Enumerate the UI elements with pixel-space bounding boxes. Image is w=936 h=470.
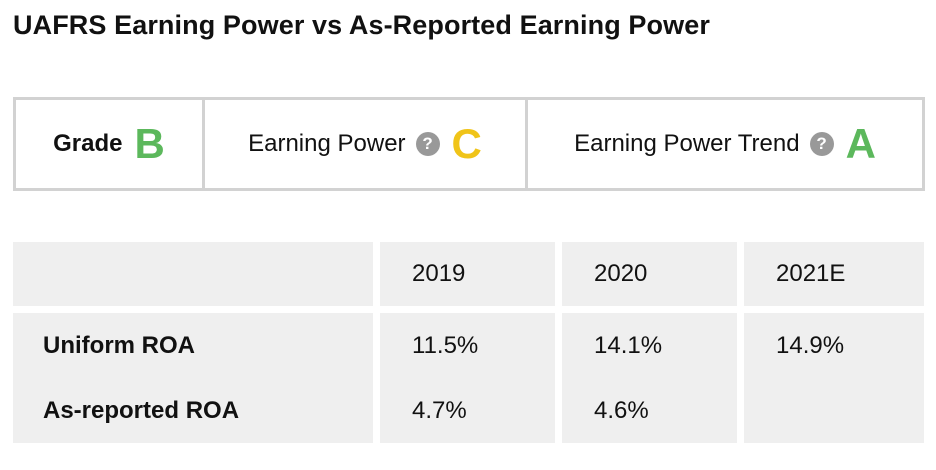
page-title: UAFRS Earning Power vs As-Reported Earni… — [13, 10, 710, 40]
grade-summary: Grade B Earning Power ? C Earning Power … — [13, 97, 925, 191]
overall-grade-label: Grade — [53, 130, 123, 157]
table-header-cell — [13, 242, 373, 306]
earning-power-trend-grade-letter: A — [845, 120, 876, 167]
earning-power-label: Earning Power — [248, 130, 406, 157]
year-2019-cell: 11.5% 4.7% — [380, 313, 555, 443]
table-value: 4.6% — [594, 397, 649, 424]
roa-table: 2019 2020 2021E Uniform ROA As-reported … — [13, 242, 924, 443]
earning-power-trend-label: Earning Power Trend — [574, 130, 800, 157]
year-2020-cell: 14.1% 4.6% — [562, 313, 737, 443]
table-value: 4.7% — [412, 397, 467, 424]
table-header-cell: 2021E — [744, 242, 924, 306]
earning-power-cell: Earning Power ? C — [205, 100, 528, 188]
row-label: As-reported ROA — [43, 397, 240, 424]
row-label: Uniform ROA — [43, 332, 195, 359]
table-value — [776, 379, 924, 443]
table-header-cell: 2019 — [380, 242, 555, 306]
overall-grade-cell: Grade B — [16, 100, 205, 188]
row-labels-cell: Uniform ROA As-reported ROA — [13, 313, 373, 443]
table-value: 14.1% — [594, 332, 663, 359]
earning-power-grade-letter: C — [451, 120, 482, 167]
overall-grade-letter: B — [134, 120, 165, 167]
table-value: 11.5% — [412, 332, 479, 359]
table-value: 14.9% — [776, 332, 845, 359]
year-2021e-cell: 14.9% — [744, 313, 924, 443]
help-icon[interactable]: ? — [809, 132, 834, 156]
earning-power-trend-cell: Earning Power Trend ? A — [528, 100, 922, 188]
help-icon[interactable]: ? — [415, 132, 440, 156]
table-header-cell: 2020 — [562, 242, 737, 306]
